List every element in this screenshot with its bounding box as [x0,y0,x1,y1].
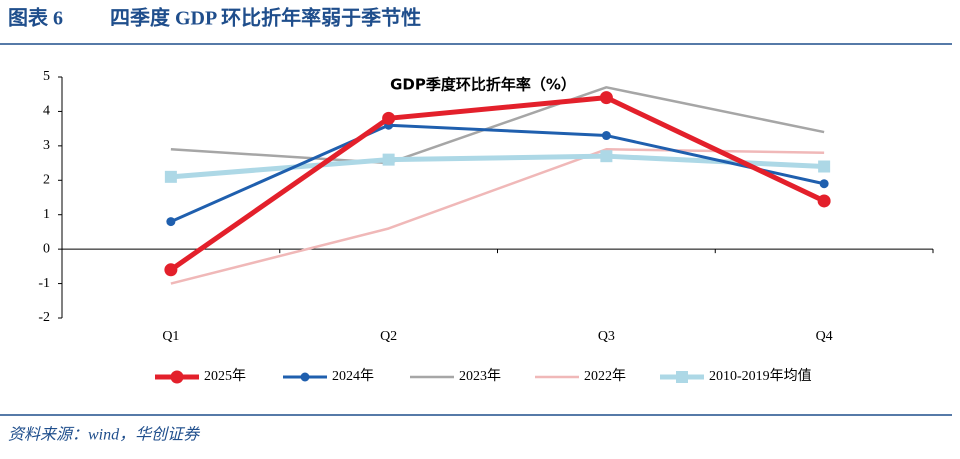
marker [819,179,829,189]
series-line [170,86,825,165]
y-tick-label: 0 [43,241,50,256]
marker [164,170,177,183]
x-tick-label: Q2 [380,329,397,344]
x-tick-label: Q4 [816,329,833,344]
source-note: 资料来源：wind，华创证券 [8,426,201,444]
y-tick-label: -2 [38,310,50,325]
y-tick-label: 3 [43,138,50,153]
legend-marker [676,371,688,383]
legend-label: 2010-2019年均值 [709,368,812,384]
marker [382,153,395,166]
marker [600,150,613,163]
marker [818,160,831,173]
marker [382,111,396,125]
y-tick-label: 1 [43,207,50,222]
marker [817,194,831,208]
y-tick-label: 5 [43,69,50,84]
figure-title: 四季度 GDP 环比折年率弱于季节性 [110,6,421,30]
series-line [170,153,825,180]
y-tick-label: -1 [38,276,50,291]
figure-label: 图表 6 [8,6,63,30]
legend-marker [300,372,310,382]
legend-label: 2024年 [332,368,374,384]
chart-title: GDP季度环比折年率（%） [390,76,576,94]
legend-label: 2023年 [459,368,501,384]
y-tick-label: 4 [43,104,50,119]
marker [164,263,178,277]
x-tick-label: Q3 [598,329,615,344]
legend-label: 2025年 [204,368,246,384]
series-line [169,95,826,272]
legend-label: 2022年 [584,368,626,384]
y-tick-label: 2 [43,173,50,188]
series-line [170,123,825,223]
marker [599,91,613,105]
marker [166,217,176,227]
marker [601,131,611,141]
legend-marker [170,370,184,384]
x-tick-label: Q1 [162,329,179,344]
